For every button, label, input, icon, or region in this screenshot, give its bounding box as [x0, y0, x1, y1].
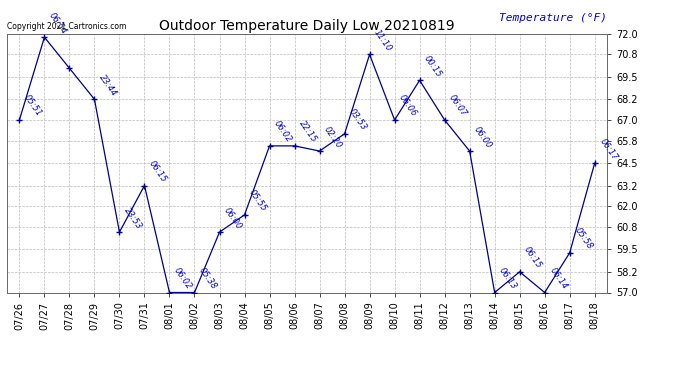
Text: 03:53: 03:53	[347, 107, 368, 132]
Text: 06:14: 06:14	[547, 266, 569, 291]
Text: Copyright 2021 Cartronics.com: Copyright 2021 Cartronics.com	[7, 22, 126, 31]
Text: 06:13: 06:13	[497, 266, 519, 291]
Text: 00:15: 00:15	[422, 54, 444, 79]
Text: 05:38: 05:38	[197, 266, 219, 291]
Text: 06:07: 06:07	[447, 93, 469, 118]
Text: 02:20: 02:20	[322, 124, 344, 150]
Text: 06:06: 06:06	[397, 93, 419, 118]
Text: Temperature (°F): Temperature (°F)	[499, 13, 607, 23]
Text: 23:53: 23:53	[122, 206, 144, 231]
Text: 11:10: 11:10	[373, 28, 394, 53]
Text: 05:51: 05:51	[22, 93, 43, 118]
Text: 06:02: 06:02	[172, 266, 194, 291]
Text: 05:58: 05:58	[573, 226, 594, 251]
Text: 23:44: 23:44	[97, 73, 119, 98]
Text: 05:55: 05:55	[247, 188, 268, 213]
Text: 06:15: 06:15	[522, 245, 544, 270]
Text: 06:02: 06:02	[273, 119, 294, 144]
Text: 06:00: 06:00	[473, 124, 494, 150]
Text: 06:17: 06:17	[598, 136, 619, 162]
Text: 06:54: 06:54	[47, 10, 68, 36]
Text: 06:15: 06:15	[147, 159, 168, 184]
Title: Outdoor Temperature Daily Low 20210819: Outdoor Temperature Daily Low 20210819	[159, 19, 455, 33]
Text: 06:00: 06:00	[222, 206, 244, 231]
Text: 22:15: 22:15	[297, 119, 319, 144]
